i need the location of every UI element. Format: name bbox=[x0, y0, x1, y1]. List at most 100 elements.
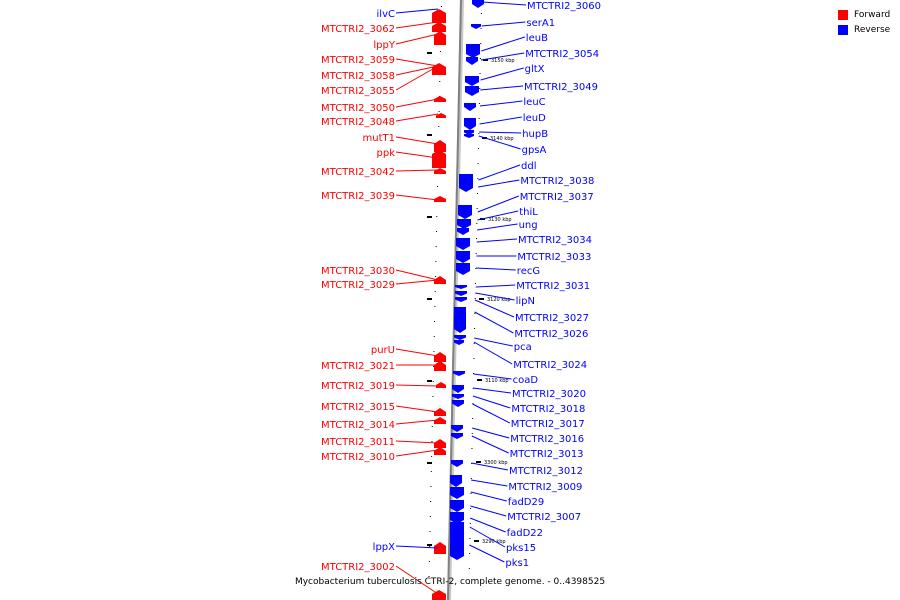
forward-gene-label: MTCTRI2_3014 bbox=[321, 420, 395, 431]
major-tick bbox=[474, 540, 479, 542]
reverse-gene bbox=[451, 460, 463, 467]
ruler-dot bbox=[436, 186, 438, 187]
forward-gene bbox=[434, 31, 446, 45]
reverse-gene bbox=[455, 285, 467, 289]
forward-leader-line bbox=[395, 384, 439, 387]
reverse-gene bbox=[454, 340, 464, 345]
reverse-leader-line bbox=[475, 284, 516, 288]
forward-leader-line bbox=[395, 279, 439, 285]
reverse-gene bbox=[450, 512, 464, 524]
ruler-dot bbox=[473, 343, 475, 344]
reverse-gene-label: MTCTRI2_3012 bbox=[509, 466, 583, 477]
ruler-dot bbox=[480, 28, 482, 29]
ruler-dot bbox=[429, 531, 431, 532]
forward-leader-line bbox=[395, 169, 439, 172]
reverse-gene bbox=[451, 425, 463, 432]
reverse-gene-label: gpsA bbox=[522, 145, 547, 156]
reverse-gene-label: fadD22 bbox=[507, 528, 543, 539]
reverse-gene-label: recG bbox=[517, 266, 540, 277]
reverse-gene-label: ddl bbox=[521, 161, 536, 172]
forward-gene-label: MTCTRI2_3062 bbox=[321, 24, 395, 35]
forward-gene bbox=[434, 447, 446, 455]
ruler-dot bbox=[431, 441, 433, 442]
ruler-dot bbox=[428, 576, 430, 577]
ruler-dot bbox=[477, 163, 479, 164]
tick-label: 3140 kbp bbox=[490, 136, 514, 142]
ruler-dot bbox=[438, 111, 440, 112]
reverse-leader-line bbox=[472, 403, 511, 424]
tick-label: 3130 kbp bbox=[488, 217, 512, 223]
ruler-dot bbox=[429, 546, 431, 547]
forward-gene-label: MTCTRI2_3019 bbox=[321, 381, 395, 392]
reverse-gene-label: leuD bbox=[523, 113, 546, 124]
ruler-dot bbox=[428, 561, 430, 562]
reverse-gene-label: MTCTRI2_3054 bbox=[525, 49, 599, 60]
reverse-gene bbox=[464, 103, 476, 111]
ruler-dot bbox=[440, 6, 442, 7]
reverse-leader-line bbox=[470, 491, 507, 502]
ruler-dot bbox=[469, 553, 471, 554]
forward-leader-line bbox=[395, 136, 439, 145]
ruler-dot bbox=[468, 583, 470, 584]
forward-gene-label: MTCTRI2_3055 bbox=[321, 86, 395, 97]
ruler-dot bbox=[471, 448, 473, 449]
reverse-gene bbox=[452, 385, 464, 393]
tick-label: 3290 kbp bbox=[482, 539, 506, 545]
ruler-dot bbox=[430, 501, 432, 502]
ruler-dot bbox=[478, 103, 480, 104]
ruler-dot bbox=[435, 231, 437, 232]
reverse-gene-label: MTCTRI2_3038 bbox=[520, 176, 594, 187]
reverse-leader-line bbox=[470, 505, 507, 517]
tick-label: 3300 kbp bbox=[484, 460, 508, 466]
ruler-dot bbox=[436, 216, 438, 217]
ruler-dot bbox=[430, 471, 432, 472]
ruler-dot bbox=[433, 336, 435, 337]
reverse-leader-line bbox=[477, 195, 519, 213]
forward-gene-label: MTCTRI2_3059 bbox=[321, 55, 395, 66]
ruler-dot bbox=[432, 381, 434, 382]
forward-gene bbox=[432, 22, 446, 32]
ruler-dot bbox=[469, 538, 471, 539]
ruler-dot bbox=[439, 51, 441, 52]
ruler-dot bbox=[478, 133, 480, 134]
forward-gene-label: MTCTRI2_3039 bbox=[321, 191, 395, 202]
reverse-gene bbox=[458, 205, 472, 219]
reverse-gene bbox=[452, 400, 464, 407]
forward-leader-line bbox=[395, 8, 439, 14]
ruler-dot bbox=[439, 81, 441, 82]
ruler-dot bbox=[434, 306, 436, 307]
forward-gene bbox=[436, 113, 446, 118]
reverse-leader-line bbox=[479, 116, 522, 125]
forward-leader-line bbox=[395, 440, 439, 444]
reverse-gene bbox=[464, 118, 476, 130]
forward-leader-line bbox=[395, 269, 439, 281]
forward-gene bbox=[432, 63, 446, 75]
ruler-dot bbox=[476, 208, 478, 209]
reverse-leader-line bbox=[479, 100, 523, 107]
ruler-dot bbox=[431, 426, 433, 427]
ruler-dot bbox=[473, 358, 475, 359]
reverse-gene bbox=[451, 433, 463, 439]
reverse-gene bbox=[450, 522, 464, 560]
forward-gene-label: MTCTRI2_3048 bbox=[321, 117, 395, 128]
reverse-leader-line bbox=[469, 517, 506, 533]
reverse-leader-line bbox=[478, 179, 520, 188]
reverse-gene-label: hupB bbox=[522, 129, 548, 140]
ruler-dot bbox=[469, 523, 471, 524]
left-tick bbox=[427, 52, 432, 54]
reverse-gene bbox=[452, 394, 464, 399]
reverse-leader-line bbox=[475, 292, 515, 301]
reverse-leader-line bbox=[472, 395, 511, 409]
reverse-gene-label: MTCTRI2_3016 bbox=[510, 434, 584, 445]
reverse-gene bbox=[456, 263, 470, 275]
reverse-leader-line bbox=[471, 435, 509, 454]
major-tick bbox=[477, 379, 482, 381]
reverse-gene-label: MTCTRI2_3009 bbox=[508, 482, 582, 493]
reverse-gene-label: MTCTRI2_3018 bbox=[511, 404, 585, 415]
forward-gene bbox=[432, 150, 446, 168]
reverse-gene bbox=[454, 335, 466, 340]
reverse-leader-line bbox=[473, 341, 513, 365]
reverse-gene bbox=[466, 44, 480, 58]
forward-gene bbox=[434, 276, 446, 284]
reverse-leader-line bbox=[479, 131, 522, 134]
